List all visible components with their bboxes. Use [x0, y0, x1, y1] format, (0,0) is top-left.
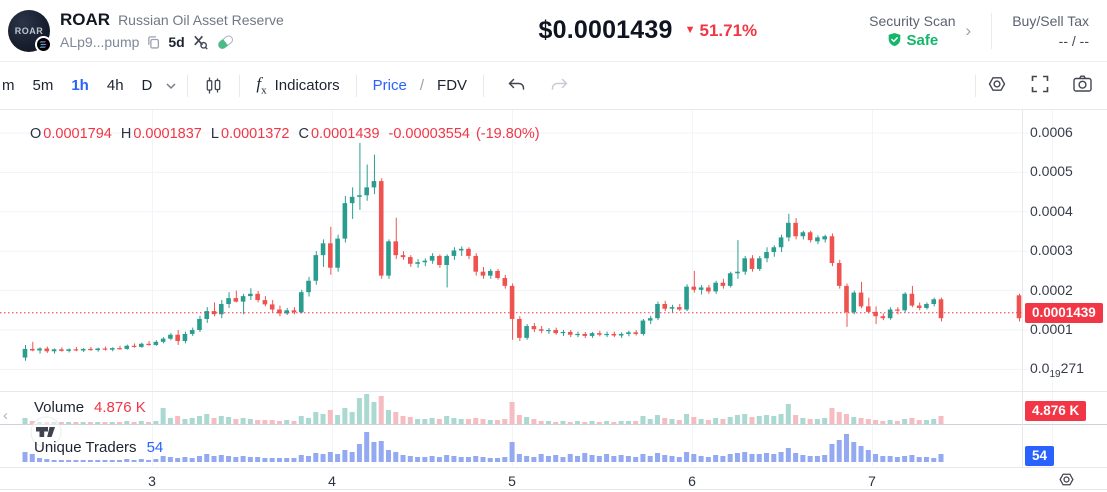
tax-value: -- / --: [1058, 32, 1089, 49]
interval-1m[interactable]: m: [2, 77, 15, 94]
x-axis-label: 3: [148, 473, 156, 489]
price-change: ▼ 51.71%: [685, 21, 758, 41]
price-chart[interactable]: [0, 110, 1107, 492]
indicators-button[interactable]: fx Indicators: [250, 74, 345, 96]
price-mode[interactable]: Price: [372, 77, 407, 94]
interval-1h[interactable]: 1h: [71, 77, 89, 94]
screenshot-camera-icon[interactable]: [1072, 74, 1093, 97]
gridlines: [0, 110, 1053, 466]
traders-badge: 54: [1025, 446, 1055, 466]
token-logo: ROAR: [8, 9, 52, 53]
traders-pane-label: Unique Traders 54: [34, 439, 163, 456]
volume-label: Volume: [34, 399, 85, 416]
ohlc-o-value: 0.0001794: [43, 126, 112, 142]
ohlc-l-value: 0.0001372: [220, 126, 290, 142]
fdv-mode[interactable]: FDV: [437, 77, 468, 94]
logo-text: ROAR: [14, 25, 44, 36]
traders-label: Unique Traders: [34, 439, 137, 456]
ohlc-o-label: O: [30, 126, 42, 142]
ohlc-l-label: L: [210, 126, 219, 142]
undo-button[interactable]: [506, 77, 526, 94]
x-axis-label: 6: [688, 473, 696, 489]
interval-5m[interactable]: 5m: [32, 77, 54, 94]
axis-settings-icon[interactable]: [1057, 471, 1076, 492]
chart-toolbar: m 5m 1h 4h D fx Indicators Price / FDV: [0, 62, 1107, 110]
token-text-block: ROAR Russian Oil Asset Reserve ALp9...pu…: [60, 10, 284, 51]
y-axis-label: 0.0005: [1030, 163, 1073, 180]
security-scan[interactable]: Security Scan Safe ›: [869, 13, 971, 49]
interval-caret-icon[interactable]: [165, 82, 177, 90]
y-axis-label: 0.0001: [1030, 321, 1073, 337]
x-axis-label: 5: [508, 473, 516, 489]
volume-bars: [22, 394, 944, 424]
redo-button[interactable]: [550, 77, 570, 94]
ohlc-change-abs: -0.00003554: [388, 126, 470, 142]
fx-icon: fx: [256, 74, 267, 97]
y-axis-label-subscript: 0.019271: [1030, 360, 1084, 381]
chart-area: O 0.0001794 H 0.0001837 L 0.0001372 C 0.0001439…: [0, 110, 1107, 492]
token-age: 5d: [168, 34, 185, 50]
y-axis-label: 0.0003: [1030, 242, 1073, 259]
ohlc-c-label: C: [298, 126, 309, 142]
interval-4h[interactable]: 4h: [106, 77, 124, 94]
current-price: $0.0001439: [538, 16, 673, 44]
ohlc-h-value: 0.0001837: [133, 126, 202, 142]
y-axis-label: 0.0004: [1030, 202, 1073, 219]
copy-icon[interactable]: [146, 35, 161, 50]
down-arrow-icon: ▼: [684, 24, 696, 36]
current-price-badge: 0.0001439: [1025, 303, 1103, 323]
pill-icon[interactable]: [216, 33, 235, 51]
price-change-pct: 51.71%: [699, 20, 758, 40]
x-axis-label: 4: [328, 473, 336, 489]
x-axis-label: 7: [868, 473, 876, 489]
ohlc-c-value: 0.0001439: [310, 126, 380, 142]
y-axis-label: 0.0002: [1030, 281, 1073, 298]
traders-value: 54: [146, 439, 164, 456]
token-address[interactable]: ALp9...pump: [60, 34, 140, 50]
tax-label: Buy/Sell Tax: [1012, 12, 1089, 29]
fullscreen-icon[interactable]: [1030, 74, 1050, 98]
shield-check-icon: [887, 32, 902, 48]
volume-value: 4.876 K: [94, 399, 146, 416]
ohlc-legend: O 0.0001794 H 0.0001837 L 0.0001372 C 0.0001439…: [30, 126, 546, 142]
token-name: Russian Oil Asset Reserve: [118, 12, 284, 28]
ohlc-change-pct: (-19.80%): [475, 126, 540, 142]
x-search-icon[interactable]: [192, 34, 209, 50]
pane-collapse-icon[interactable]: ‹: [3, 407, 8, 424]
roar-logo-image: ROAR: [8, 9, 50, 52]
chart-settings-icon[interactable]: [986, 74, 1008, 98]
header-divider: [991, 12, 993, 49]
chart-style-button[interactable]: [198, 76, 229, 95]
token-symbol: ROAR: [60, 10, 111, 29]
price-block: $0.0001439 ▼ 51.71%: [539, 16, 758, 45]
token-header: ROAR ROAR Russian Oil Asset Reserve ALp9…: [0, 0, 1107, 62]
volume-badge: 4.876 K: [1025, 401, 1087, 421]
indicators-label: Indicators: [274, 76, 340, 94]
security-status: Safe: [906, 31, 939, 49]
candlestick-series: [22, 142, 1022, 361]
traders-bars: [22, 432, 944, 462]
solana-chain-icon: [35, 35, 52, 53]
volume-pane-label: Volume 4.876 K: [34, 399, 146, 416]
ohlc-h-label: H: [120, 126, 132, 142]
y-axis-label: 0.0006: [1030, 124, 1073, 140]
price-fdv-toggle[interactable]: Price / FDV: [372, 77, 468, 94]
interval-1d[interactable]: D: [141, 77, 153, 94]
tax-block: Buy/Sell Tax -- / --: [1012, 13, 1093, 49]
chevron-right-icon[interactable]: ›: [965, 20, 972, 40]
security-scan-label: Security Scan: [869, 12, 956, 29]
tradingview-watermark: [28, 416, 64, 453]
